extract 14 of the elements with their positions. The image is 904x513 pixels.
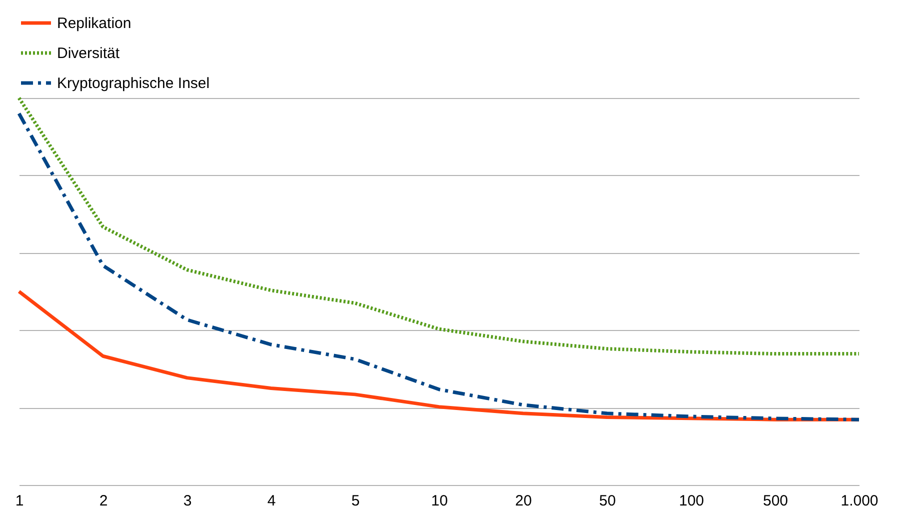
x-tick-label: 2 <box>99 492 108 510</box>
x-tick-label: 100 <box>678 492 704 510</box>
x-tick-label: 50 <box>599 492 616 510</box>
legend-label: Kryptographische Insel <box>57 75 210 92</box>
x-tick-label: 10 <box>431 492 448 510</box>
x-tick-label: 1 <box>15 492 24 510</box>
x-tick-label: 20 <box>515 492 532 510</box>
x-tick-label: 5 <box>351 492 360 510</box>
x-tick-label: 3 <box>183 492 192 510</box>
legend-label: Diversität <box>57 45 120 62</box>
x-tick-label: 500 <box>762 492 788 510</box>
x-tick-label: 1.000 <box>840 492 878 510</box>
x-tick-label: 4 <box>267 492 276 510</box>
legend-label: Replikation <box>57 15 132 32</box>
